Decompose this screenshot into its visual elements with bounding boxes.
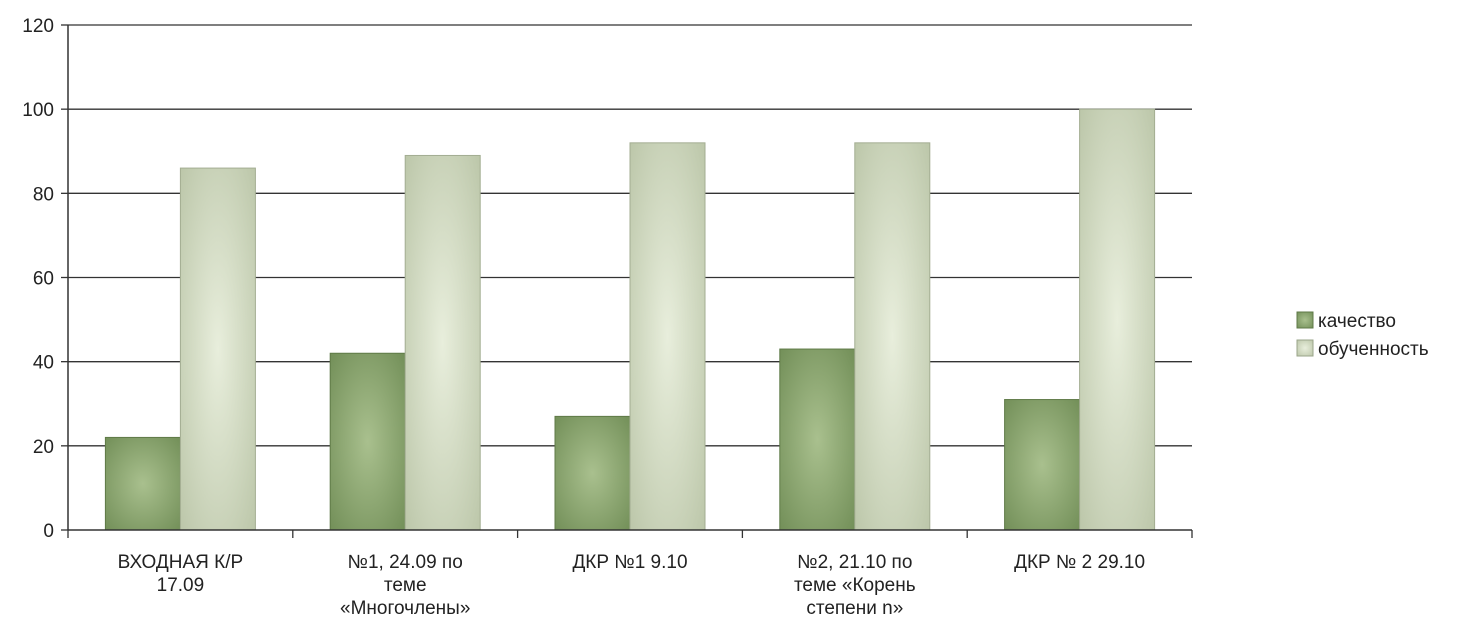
- x-category-label-line: ДКР №1 9.10: [572, 552, 687, 573]
- y-tick-label: 0: [43, 521, 54, 542]
- bar-kachestvo-0: [104, 436, 181, 531]
- axes: [61, 24, 1193, 538]
- legend-label-obuchennost: обученность: [1318, 339, 1429, 360]
- x-category-label: №1, 24.09 по теме «Многочлены»: [340, 552, 470, 619]
- y-tick-label: 20: [33, 437, 54, 458]
- x-category-label-line: 17.09: [157, 575, 205, 596]
- bar-kachestvo-1: [329, 352, 406, 531]
- legend: качество обученность: [1296, 311, 1429, 360]
- x-category-label: №2, 21.10 по теме «Корень степени n»: [794, 552, 916, 619]
- bar-kachestvo-4: [1004, 399, 1081, 531]
- x-category-label: ДКР №1 9.10: [572, 552, 687, 573]
- x-category-label: ДКР № 2 29.10: [1014, 552, 1145, 573]
- legend-label-kachestvo: качество: [1318, 311, 1396, 332]
- y-tick-label: 100: [22, 100, 54, 121]
- axis-labels: 0 20 40 60 80 100 120 ВХОДНАЯ К/Р 17.09 №1, 24.09…: [22, 16, 1145, 619]
- x-category-label-line: теме: [384, 575, 427, 596]
- y-tick-label: 40: [33, 353, 54, 374]
- y-tick-label: 120: [22, 16, 54, 37]
- x-category-label-line: №1, 24.09 по: [348, 552, 463, 573]
- bar-obuchennost-2: [629, 142, 706, 531]
- legend-swatch-kachestvo: [1296, 311, 1314, 329]
- x-category-label-line: ВХОДНАЯ К/Р: [118, 552, 244, 573]
- x-category-label-line: степени n»: [806, 598, 903, 619]
- legend-swatch-obuchennost: [1296, 339, 1314, 357]
- bar-obuchennost-4: [1079, 108, 1156, 531]
- x-category-label-line: ДКР № 2 29.10: [1014, 552, 1145, 573]
- bar-obuchennost-1: [404, 154, 481, 531]
- y-tick-label: 60: [33, 269, 54, 290]
- x-category-label: ВХОДНАЯ К/Р 17.09: [118, 552, 244, 596]
- bar-kachestvo-2: [554, 415, 631, 531]
- x-category-label-line: №2, 21.10 по: [797, 552, 912, 573]
- bar-obuchennost-0: [179, 167, 256, 531]
- bar-kachestvo-3: [779, 348, 856, 531]
- x-category-label-line: теме «Корень: [794, 575, 916, 596]
- bars: [104, 108, 1156, 531]
- y-tick-label: 80: [33, 184, 54, 205]
- bar-obuchennost-3: [854, 142, 931, 531]
- x-category-label-line: «Многочлены»: [340, 598, 470, 619]
